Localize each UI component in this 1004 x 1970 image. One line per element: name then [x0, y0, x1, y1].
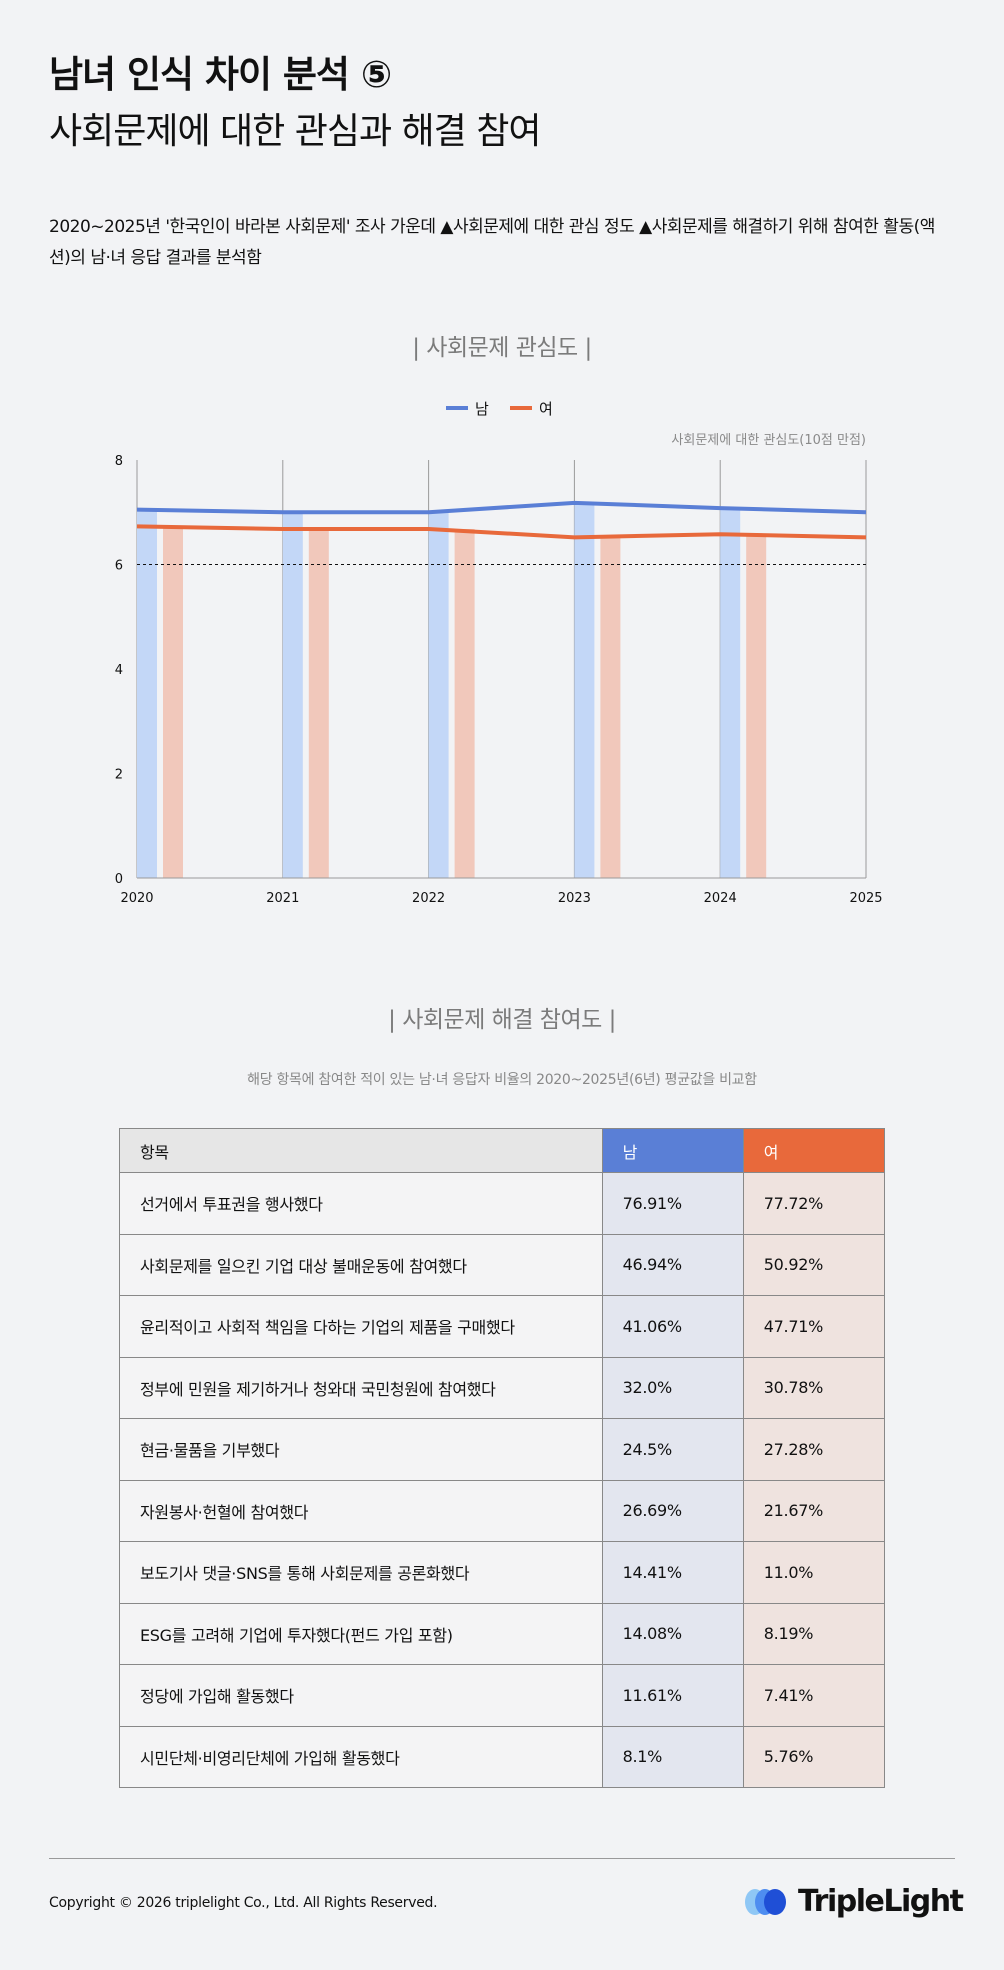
bar-남-2024 [720, 508, 741, 878]
page-subtitle: 사회문제에 대한 관심과 해결 참여 [49, 111, 541, 152]
brand-logo: TripleLight [742, 1884, 964, 1919]
row-item: 선거에서 투표권을 행사했다 [119, 1172, 603, 1235]
row-female: 47.71% [742, 1295, 886, 1358]
row-item: ESG를 고려해 기업에 투자했다(펀드 가입 포함) [119, 1602, 603, 1665]
legend-label-1: 여 [539, 400, 553, 418]
table-row: 정당에 가입해 활동했다 11.61% 7.41% [119, 1664, 886, 1727]
bar-여-2020 [163, 526, 183, 878]
row-female: 11.0% [742, 1541, 886, 1604]
table-row: 사회문제를 일으킨 기업 대상 불매운동에 참여했다 46.94% 50.92% [119, 1233, 886, 1296]
row-female: 50.92% [742, 1233, 886, 1296]
x-tick-label-5: 2025 [849, 891, 882, 906]
y-tick-label-1: 2 [115, 768, 123, 783]
row-female: 8.19% [742, 1602, 886, 1665]
bar-여-2024 [746, 534, 767, 878]
row-male: 24.5% [601, 1418, 744, 1481]
header-male: 남 [601, 1128, 744, 1173]
row-male: 32.0% [601, 1356, 744, 1419]
x-tick-label-3: 2023 [558, 891, 591, 906]
row-item: 사회문제를 일으킨 기업 대상 불매운동에 참여했다 [119, 1233, 603, 1296]
triplelight-logo-icon [745, 1888, 786, 1915]
footer-divider [49, 1858, 955, 1859]
participation-title: | 사회문제 해결 참여도 | [388, 1007, 616, 1033]
page-description: 2020~2025년 '한국인이 바라본 사회문제' 조사 가운데 ▲사회문제에… [49, 217, 935, 268]
bar-남-2021 [282, 512, 303, 878]
chart-title: | 사회문제 관심도 | [412, 335, 592, 361]
x-tick-label-0: 2020 [120, 891, 153, 906]
row-female: 77.72% [742, 1172, 886, 1235]
participation-table: 항목 남 여 선거에서 투표권을 행사했다 76.91% 77.72% 사회문제… [119, 1128, 886, 1788]
y-tick-label-0: 0 [115, 872, 123, 887]
row-male: 41.06% [601, 1295, 744, 1358]
row-female: 30.78% [742, 1356, 886, 1419]
bar-남-2023 [574, 502, 595, 878]
row-female: 5.76% [742, 1725, 886, 1788]
table-row: 현금·물품을 기부했다 24.5% 27.28% [119, 1418, 886, 1481]
header-female: 여 [742, 1128, 886, 1173]
row-item: 시민단체·비영리단체에 가입해 활동했다 [119, 1725, 603, 1788]
bar-여-2023 [600, 537, 621, 878]
chart-subtitle: 사회문제에 대한 관심도(10점 만점) [671, 433, 866, 448]
legend-label-0: 남 [475, 400, 489, 418]
row-male: 14.41% [601, 1541, 744, 1604]
y-tick-label-3: 6 [115, 559, 123, 574]
row-item: 윤리적이고 사회적 책임을 다하는 기업의 제품을 구매했다 [119, 1295, 603, 1358]
x-tick-label-4: 2024 [704, 891, 737, 906]
row-male: 46.94% [601, 1233, 744, 1296]
row-item: 자원봉사·헌혈에 참여했다 [119, 1479, 603, 1542]
table-row: ESG를 고려해 기업에 투자했다(펀드 가입 포함) 14.08% 8.19% [119, 1602, 886, 1665]
series-line-0 [136, 500, 867, 515]
row-item: 정당에 가입해 활동했다 [119, 1664, 603, 1727]
table-row: 자원봉사·헌혈에 참여했다 26.69% 21.67% [119, 1479, 886, 1542]
header-item: 항목 [119, 1128, 603, 1173]
row-male: 11.61% [601, 1664, 744, 1727]
bar-여-2022 [454, 528, 475, 878]
row-male: 26.69% [601, 1479, 744, 1542]
row-female: 7.41% [742, 1664, 886, 1727]
page-title: 남녀 인식 차이 분석 ⑤ [49, 53, 392, 96]
logo-text: TripleLight [798, 1884, 964, 1919]
y-tick-label-2: 4 [115, 663, 123, 678]
row-item: 보도기사 댓글·SNS를 통해 사회문제를 공론화했다 [119, 1541, 603, 1604]
x-tick-label-1: 2021 [266, 891, 299, 906]
table-row: 보도기사 댓글·SNS를 통해 사회문제를 공론화했다 14.41% 11.0% [119, 1541, 886, 1604]
x-tick-label-2: 2022 [412, 891, 445, 906]
participation-subtitle: 해당 항목에 참여한 적이 있는 남·녀 응답자 비율의 2020~2025년(… [247, 1072, 757, 1088]
y-tick-label-4: 8 [115, 454, 123, 469]
table-header-row: 항목 남 여 [119, 1128, 886, 1173]
row-item: 현금·물품을 기부했다 [119, 1418, 603, 1481]
bar-여-2021 [308, 528, 329, 878]
row-item: 정부에 민원을 제기하거나 청와대 국민청원에 참여했다 [119, 1356, 603, 1419]
bar-남-2020 [137, 509, 157, 878]
table-row: 윤리적이고 사회적 책임을 다하는 기업의 제품을 구매했다 41.06% 47… [119, 1295, 886, 1358]
row-female: 21.67% [742, 1479, 886, 1542]
row-male: 14.08% [601, 1602, 744, 1665]
row-male: 76.91% [601, 1172, 744, 1235]
table-row: 선거에서 투표권을 행사했다 76.91% 77.72% [119, 1172, 886, 1235]
bar-남-2022 [428, 512, 449, 878]
series-line-1 [136, 524, 867, 540]
table-row: 시민단체·비영리단체에 가입해 활동했다 8.1% 5.76% [119, 1725, 886, 1788]
copyright-text: Copyright © 2026 triplelight Co., Ltd. A… [49, 1895, 438, 1911]
table-row: 정부에 민원을 제기하거나 청와대 국민청원에 참여했다 32.0% 30.78… [119, 1356, 886, 1419]
row-female: 27.28% [742, 1418, 886, 1481]
row-male: 8.1% [601, 1725, 744, 1788]
